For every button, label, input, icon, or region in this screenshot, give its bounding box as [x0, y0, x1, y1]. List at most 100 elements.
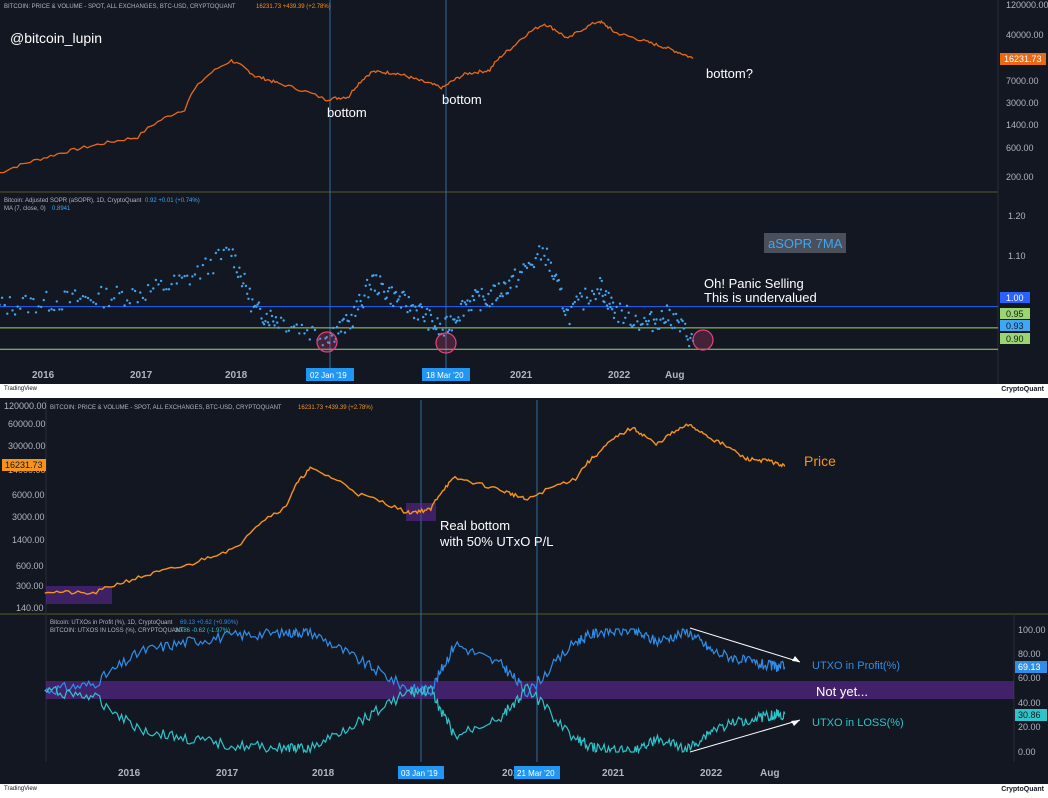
asopr-ytick: 1.10 — [1008, 251, 1026, 261]
asopr-point — [133, 289, 137, 293]
asopr-point — [246, 292, 249, 295]
asopr-point — [355, 300, 358, 303]
asopr-point — [406, 310, 409, 314]
asopr-point — [214, 251, 218, 255]
tradingview-logo: TradingView — [4, 786, 38, 792]
asopr-point — [644, 320, 648, 323]
asopr-point — [689, 336, 692, 340]
asopr-point — [555, 273, 558, 276]
asopr-point — [509, 286, 512, 289]
bottom-price-ytick: 120000.00 — [4, 401, 47, 411]
asopr-point — [188, 283, 191, 286]
bottom-price-label-bg — [2, 459, 46, 471]
asopr-point — [592, 292, 596, 296]
asopr-point — [467, 309, 470, 312]
asopr-point — [209, 258, 212, 262]
asopr-point — [450, 329, 454, 332]
asopr-point — [394, 290, 397, 294]
utxo-profit-header: Bitcoin: UTXOs in Profit (%), 1D, Crypto… — [50, 620, 173, 626]
asopr-point — [388, 286, 391, 290]
asopr-header: Bitcoin: Adjusted SOPR (aSOPR), 1D, Cryp… — [4, 198, 142, 204]
asopr-point — [86, 296, 90, 300]
asopr-point — [53, 308, 56, 312]
asopr-point — [598, 276, 602, 280]
real-bottom-line1: Real bottom — [440, 518, 510, 533]
asopr-point — [446, 330, 450, 333]
asopr-point — [3, 303, 6, 307]
utxo-profit-annotation: UTXO in Profit(%) — [812, 660, 900, 672]
asopr-point — [455, 319, 459, 322]
asopr-low-highlight — [316, 331, 338, 353]
asopr-point — [248, 287, 251, 290]
bottom-xtick: 2021 — [602, 768, 625, 779]
asopr-point — [462, 314, 465, 317]
asopr-point — [149, 290, 152, 293]
asopr-point — [279, 316, 283, 319]
asopr-point — [398, 295, 401, 298]
asopr-point — [508, 279, 511, 282]
utxo-loss-label-bg — [1015, 709, 1047, 721]
asopr-point — [369, 288, 373, 291]
asopr-point — [591, 289, 594, 293]
asopr-point — [536, 253, 539, 256]
date-badge: 18 Mar '20 — [426, 371, 464, 380]
asopr-point — [573, 300, 576, 304]
asopr-point — [24, 294, 27, 298]
asopr-point — [351, 325, 354, 328]
asopr-point — [230, 254, 233, 258]
asopr-point — [478, 294, 481, 297]
asopr-point — [368, 283, 371, 286]
asopr-point — [613, 311, 616, 314]
asopr-point — [604, 293, 607, 297]
asopr-point — [544, 263, 547, 267]
asopr-point — [332, 326, 335, 330]
asopr-point — [232, 266, 236, 269]
asopr-point — [599, 288, 603, 291]
asopr-point — [32, 297, 35, 301]
asopr-title-box — [764, 233, 846, 253]
asopr-point — [648, 312, 652, 316]
asopr-point — [609, 305, 612, 309]
asopr-point — [641, 322, 644, 326]
asopr-point — [306, 329, 309, 332]
asopr-point — [234, 254, 237, 257]
asopr-point — [598, 292, 601, 295]
not-yet-annotation: Not yet... — [816, 684, 868, 699]
asopr-point — [113, 297, 116, 300]
asopr-point — [650, 310, 653, 314]
asopr-point — [382, 290, 386, 293]
asopr-point — [42, 298, 45, 302]
top-price-ytick: 1400.00 — [1006, 120, 1039, 130]
asopr-point — [193, 273, 197, 276]
utxo-loss-annotation: UTXO in LOSS(%) — [812, 717, 904, 729]
asopr-point — [561, 307, 564, 310]
asopr-point — [654, 322, 657, 325]
asopr-point — [468, 300, 472, 303]
asopr-point — [268, 324, 271, 327]
bottom-xtick: 2020 — [502, 768, 525, 779]
bottom-chart-svg: BITCOIN: PRICE & VOLUME - SPOT, ALL EXCH… — [0, 400, 1048, 784]
asopr-point — [463, 301, 467, 304]
asopr-point — [79, 297, 82, 300]
asopr-point — [66, 290, 69, 294]
asopr-point — [506, 291, 510, 295]
asopr-point — [360, 304, 364, 307]
asopr-point — [429, 313, 433, 317]
asopr-point — [457, 316, 460, 319]
asopr-ytick: 1.20 — [1008, 211, 1026, 221]
asopr-point — [298, 332, 301, 335]
top-price-ytick: 3000.00 — [1006, 98, 1039, 108]
asopr-point — [89, 299, 92, 302]
asopr-point — [110, 298, 113, 301]
bottom-xtick: 2022 — [700, 768, 723, 779]
asopr-point — [154, 278, 158, 282]
top-xtick: 2016 — [32, 370, 55, 381]
asopr-level-label: 0.93 — [1006, 321, 1024, 331]
asopr-point — [170, 282, 173, 286]
asopr-point — [349, 327, 352, 330]
asopr-point — [674, 312, 678, 316]
bottom-price-ytick: 600.00 — [16, 561, 44, 571]
asopr-point — [607, 291, 610, 295]
asopr-point — [432, 327, 435, 330]
asopr-point — [386, 290, 390, 293]
